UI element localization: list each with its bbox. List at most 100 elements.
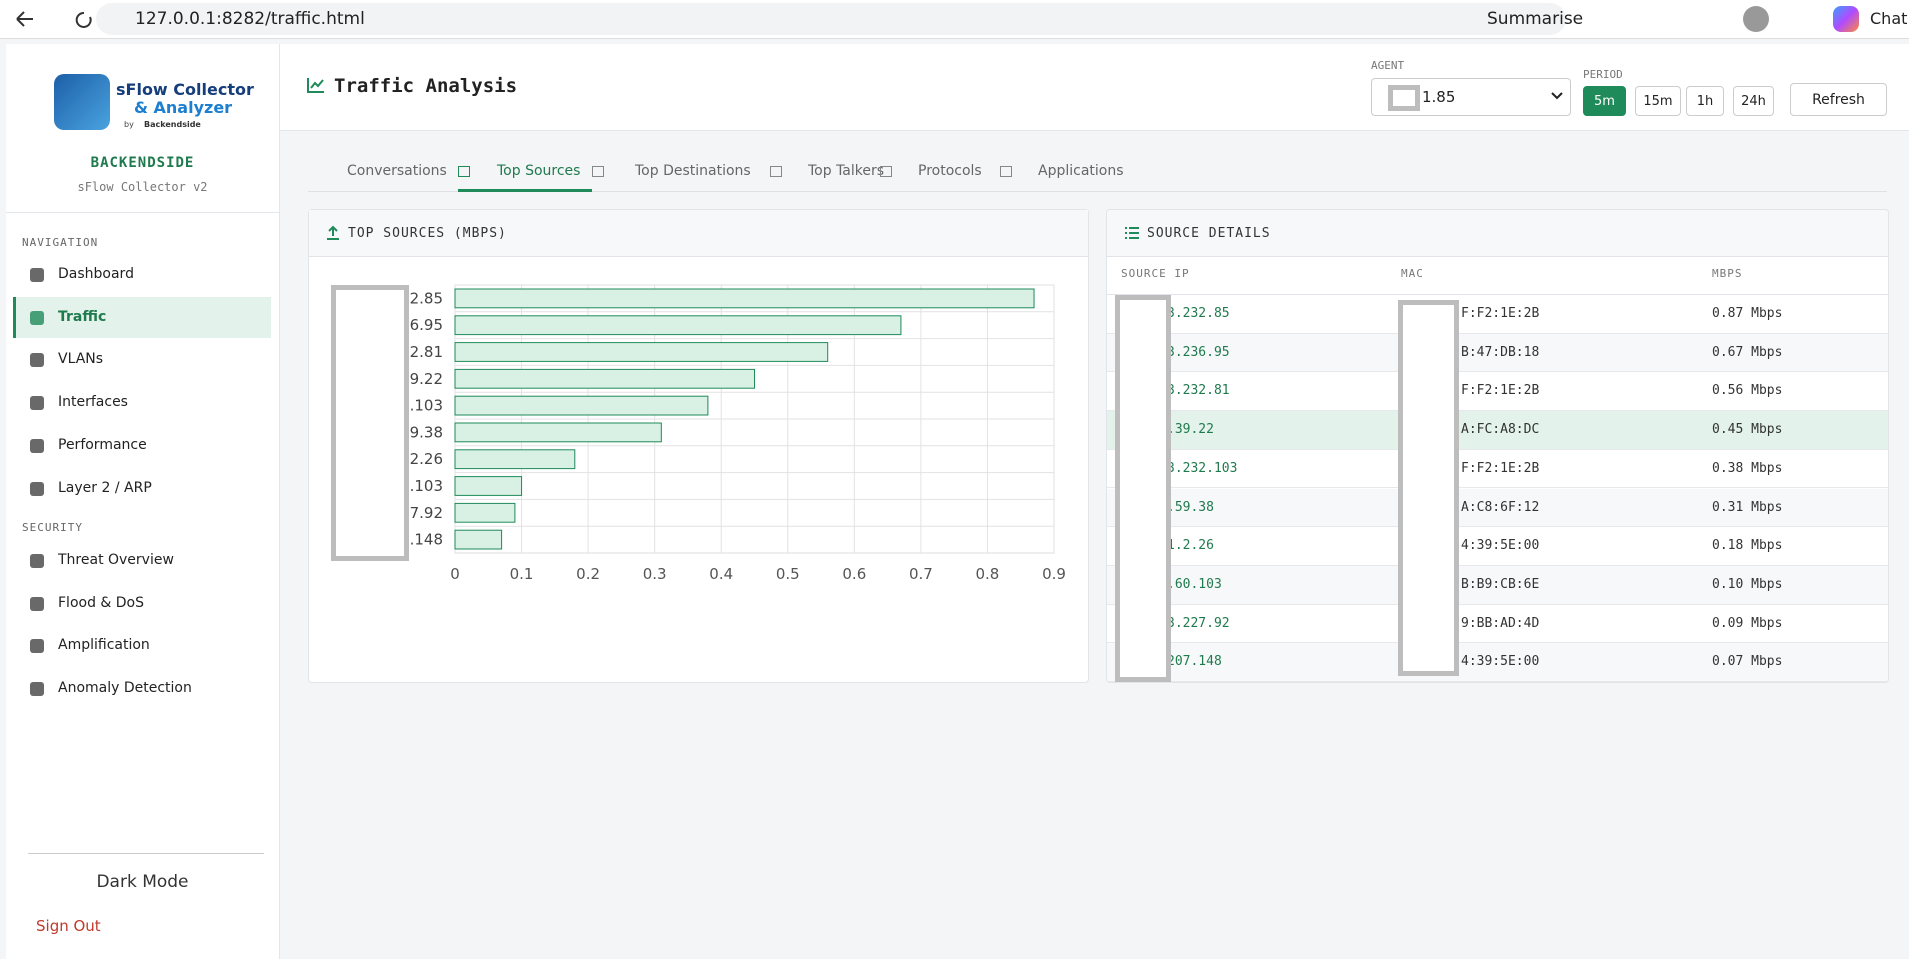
tab[interactable]: Top Destinations — [635, 163, 751, 179]
nav-item[interactable]: Interfaces — [58, 394, 128, 410]
tab-icon — [458, 166, 470, 177]
refresh-button[interactable]: Refresh — [1790, 83, 1887, 116]
nav-icon — [30, 439, 44, 453]
nav-icon — [30, 353, 44, 367]
cell: 0.18 Mbps — [1712, 538, 1782, 553]
cell: .39.22 — [1167, 422, 1214, 437]
period-button[interactable]: 1h — [1686, 86, 1724, 116]
bar — [455, 477, 522, 496]
title-icon — [307, 77, 325, 93]
redaction — [1398, 300, 1459, 676]
x-tick-label: 0.8 — [976, 565, 1000, 583]
tab-icon — [1000, 166, 1012, 177]
chevron — [1551, 92, 1563, 100]
chat[interactable]: Chat — [1870, 9, 1907, 28]
tab[interactable]: Applications — [1038, 163, 1124, 179]
refresh-label: Refresh — [1812, 92, 1865, 108]
nav-item[interactable]: Anomaly Detection — [58, 680, 192, 696]
cell: 0.87 Mbps — [1712, 306, 1782, 321]
cell: A:C8:6F:12 — [1461, 500, 1539, 515]
cell: A:FC:A8:DC — [1461, 422, 1539, 437]
bar — [455, 343, 828, 362]
cell: 0.38 Mbps — [1712, 461, 1782, 476]
column-header: MBPS — [1712, 267, 1743, 280]
logo-icon — [54, 74, 110, 130]
x-tick-label: 0.6 — [842, 565, 866, 583]
nav-item[interactable]: VLANs — [58, 351, 103, 367]
bar — [455, 396, 708, 415]
nav-icon — [30, 639, 44, 653]
nav-item[interactable]: Traffic — [58, 309, 106, 325]
product-name: sFlow Collector v2 — [6, 180, 279, 194]
nav-item[interactable]: Amplification — [58, 637, 150, 653]
cell: 0.45 Mbps — [1712, 422, 1782, 437]
tab[interactable]: Top Talkers — [808, 163, 884, 179]
redaction — [1115, 295, 1171, 682]
cell: F:F2:1E:2B — [1461, 461, 1539, 476]
cell: .59.38 — [1167, 500, 1214, 515]
bar — [455, 530, 502, 549]
sidebar: sFlow Collector & Analyzer by Backendsid… — [6, 44, 280, 959]
logo-brand: Backendside — [144, 120, 201, 129]
cell: 0.67 Mbps — [1712, 345, 1782, 360]
cell: 4:39:5E:00 — [1461, 654, 1539, 669]
tab[interactable]: Protocols — [918, 163, 982, 179]
tab-icon — [880, 166, 892, 177]
nav-item[interactable]: Performance — [58, 437, 147, 453]
period-button[interactable]: 15m — [1635, 86, 1681, 116]
cell: 9:BB:AD:4D — [1461, 616, 1539, 631]
nav-icon — [30, 396, 44, 410]
divider — [28, 853, 264, 854]
cell: .60.103 — [1167, 577, 1222, 592]
nav-heading: SECURITY — [22, 521, 83, 534]
cell: 3.232.85 — [1167, 306, 1230, 321]
logo-by: by — [124, 120, 134, 129]
agent-value: 1.85 — [1422, 88, 1455, 106]
bar — [455, 316, 901, 335]
sign-out[interactable]: Sign Out — [36, 917, 101, 935]
summarise[interactable]: Summarise — [1487, 9, 1583, 29]
profile[interactable] — [1743, 6, 1769, 32]
cell: 4:39:5E:00 — [1461, 538, 1539, 553]
table-title: SOURCE DETAILS — [1147, 226, 1271, 241]
cell: 3.232.103 — [1167, 461, 1237, 476]
nav-heading: NAVIGATION — [22, 236, 98, 249]
tab[interactable]: Top Sources — [497, 163, 580, 179]
cell: B:47:DB:18 — [1461, 345, 1539, 360]
bar — [455, 289, 1034, 308]
nav-item[interactable]: Layer 2 / ARP — [58, 480, 152, 496]
dark-mode[interactable]: Dark Mode — [6, 872, 279, 892]
column-header: SOURCE IP — [1121, 267, 1190, 280]
nav-icon — [30, 597, 44, 611]
period-button[interactable]: 24h — [1733, 86, 1774, 116]
x-tick-label: 0.1 — [510, 565, 534, 583]
table-panel: SOURCE DETAILS SOURCE IPMACMBPS3.232.85F… — [1106, 209, 1889, 683]
browser-bar: 127.0.0.1:8282/traffic.html Summarise Ch… — [0, 0, 1909, 39]
nav-item[interactable]: Dashboard — [58, 266, 134, 282]
nav-item[interactable]: Flood & DoS — [58, 595, 144, 611]
x-tick-label: 0.5 — [776, 565, 800, 583]
period-button[interactable]: 5m — [1583, 86, 1626, 116]
x-tick-label: 0.9 — [1042, 565, 1066, 583]
x-tick-label: 0.3 — [643, 565, 667, 583]
divider — [6, 212, 279, 213]
bar — [455, 450, 575, 469]
cell: 0.07 Mbps — [1712, 654, 1782, 669]
nav-icon — [30, 311, 44, 325]
nav-active[interactable] — [13, 297, 271, 338]
cell: 0.31 Mbps — [1712, 500, 1782, 515]
dark-mode-label: Dark Mode — [96, 872, 188, 892]
x-tick-label: 0 — [450, 565, 460, 583]
copilot[interactable] — [1833, 6, 1859, 32]
period-label: PERIOD — [1583, 68, 1623, 81]
nav-item[interactable]: Threat Overview — [58, 552, 174, 568]
tab-icon — [770, 166, 782, 177]
nav-buttons[interactable] — [14, 9, 94, 29]
cell: F:F2:1E:2B — [1461, 383, 1539, 398]
x-tick-label: 0.7 — [909, 565, 933, 583]
cell: 207.148 — [1167, 654, 1222, 669]
list-icon — [1125, 227, 1139, 239]
tab[interactable]: Conversations — [347, 163, 447, 179]
bar — [455, 369, 755, 388]
